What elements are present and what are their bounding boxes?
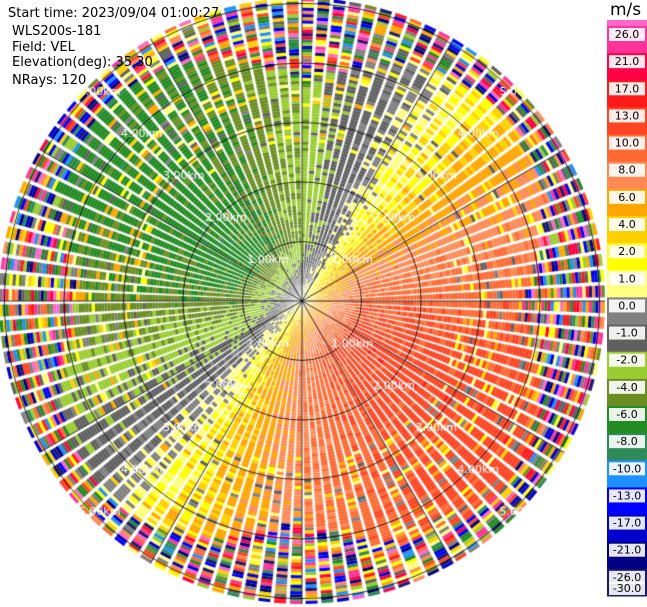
colorbar-tick-label: 8.0 — [618, 164, 636, 177]
colorbar-tick-bg — [609, 190, 645, 204]
colorbar-tick-bg — [609, 136, 645, 150]
colorbar-tick-label: 10.0 — [615, 137, 640, 150]
start-time-label: Start time: 2023/09/04 01:00:27 — [8, 6, 220, 21]
colorbar-tick-label: -30.0 — [613, 582, 641, 595]
nrays-label: NRays: 120 — [12, 73, 87, 88]
colorbar-tick-label: 6.0 — [618, 191, 636, 204]
colorbar-tick-label: -1.0 — [616, 327, 637, 340]
colorbar-tick-bg — [609, 570, 645, 584]
colorbar-tick-bg — [609, 82, 645, 96]
site-label: WLS200s-181 — [12, 24, 102, 39]
colorbar-tick-label: -2.0 — [616, 354, 637, 367]
colorbar-tick-label: -8.0 — [616, 435, 637, 448]
colorbar-tick-bg — [609, 353, 645, 367]
ppi-velocity-plot — [0, 0, 606, 607]
colorbar-tick-label: -21.0 — [613, 544, 641, 557]
colorbar-unit-label: m/s — [610, 0, 642, 20]
colorbar-tick-bg — [609, 435, 645, 449]
colorbar-tick-bg — [609, 218, 645, 231]
colorbar-tick-bg — [609, 299, 645, 313]
colorbar-tick-label: -10.0 — [613, 462, 641, 475]
colorbar-tick-label: 17.0 — [615, 82, 640, 95]
colorbar-tick-bg — [609, 489, 645, 503]
colorbar-tick-bg — [609, 462, 645, 476]
colorbar-tick-label: 0.0 — [618, 299, 636, 312]
colorbar-tick-label: -4.0 — [616, 381, 637, 394]
colorbar-tick-bg — [609, 582, 645, 595]
colorbar-tick-bg — [609, 163, 645, 177]
colorbar-tick-bg — [609, 245, 645, 259]
colorbar-tick-label: -13.0 — [613, 489, 641, 502]
velocity-colorbar: 26.0 21.0 17.0 13.0 10.0 8.0 6.0 4.0 2.0 1.0 0.0 -1… — [607, 20, 647, 597]
colorbar-tick-bg — [609, 516, 645, 530]
colorbar-tick-label: 1.0 — [618, 272, 636, 285]
colorbar-tick-bg — [609, 408, 645, 421]
colorbar-tick-label: -17.0 — [613, 517, 641, 530]
colorbar-tick-label: -26.0 — [613, 571, 641, 584]
colorbar-tick-label: -6.0 — [616, 408, 637, 421]
colorbar-tick-bg — [609, 272, 645, 286]
colorbar-segment — [607, 20, 647, 26]
colorbar-tick-bg — [609, 28, 645, 41]
colorbar-tick-bg — [609, 543, 645, 557]
colorbar-tick-bg — [609, 380, 645, 394]
colorbar-tick-bg — [609, 109, 645, 123]
colorbar-tick-label: 4.0 — [618, 218, 636, 231]
colorbar-tick-label: 21.0 — [615, 55, 640, 68]
colorbar-tick-bg — [609, 55, 645, 69]
colorbar-tick-label: 13.0 — [615, 109, 640, 122]
elevation-label: Elevation(deg): 35.30 — [12, 55, 153, 70]
colorbar-tick-label: 2.0 — [618, 245, 636, 258]
colorbar-tick-label: 26.0 — [615, 28, 640, 41]
colorbar-tick-bg — [609, 326, 645, 340]
field-label: Field: VEL — [12, 40, 75, 55]
